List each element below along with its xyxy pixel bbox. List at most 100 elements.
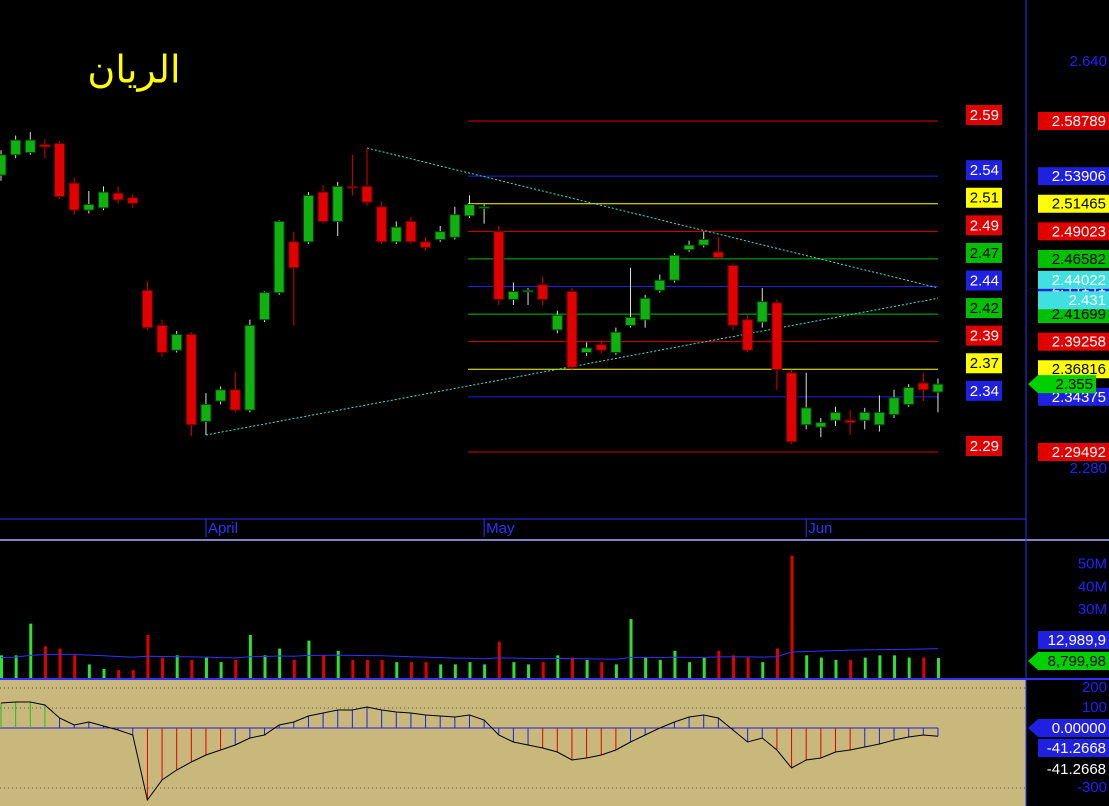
level-value: 2.58789	[1052, 113, 1106, 130]
candle-body	[581, 347, 593, 353]
candle-body	[259, 292, 271, 321]
zero-arrow	[1028, 719, 1038, 737]
y-tick-label: 100	[1082, 699, 1107, 716]
candle-body	[332, 185, 344, 222]
candle-body	[361, 185, 373, 203]
candle-body	[0, 154, 7, 176]
volume-bar	[922, 657, 926, 678]
candle-body	[244, 324, 256, 411]
candle-body	[844, 419, 856, 424]
level-value-box	[1038, 332, 1109, 351]
level-label: 2.42	[970, 300, 999, 317]
candle-body	[141, 289, 153, 329]
oscillator-value: -41.2668	[1047, 761, 1106, 778]
candle-body	[756, 301, 768, 323]
candle-body	[215, 389, 227, 402]
candle-body	[478, 206, 490, 209]
chart-title: الريان	[87, 48, 180, 93]
candle-body	[537, 284, 549, 300]
volume-marker: 12,989,9	[1048, 632, 1106, 649]
volume-bar	[131, 670, 135, 678]
level-label: 2.29	[970, 438, 999, 455]
marker-arrow	[1028, 652, 1038, 670]
level-label: 2.37	[970, 355, 999, 372]
volume-bar	[322, 655, 326, 678]
volume-bar	[219, 662, 223, 678]
level-label: 2.51	[970, 190, 999, 207]
candle-body	[288, 241, 300, 269]
y-tick-label: 2.640	[1069, 53, 1107, 70]
volume-bar	[570, 657, 574, 678]
level-value: 2.46582	[1052, 251, 1106, 268]
candle-body	[829, 411, 841, 421]
volume-bar	[278, 648, 282, 678]
oscillator-value-box	[1038, 760, 1109, 778]
oscillator-line	[0, 701, 939, 802]
trendline-value-box	[1038, 270, 1109, 289]
volume-bar	[161, 657, 165, 678]
candle-body	[200, 403, 212, 422]
candle-body	[917, 382, 929, 391]
oscillator-value: -41.2668	[1047, 740, 1106, 757]
candle-body	[156, 324, 168, 353]
trendline-value: 2.431	[1068, 292, 1106, 309]
volume-bar	[732, 655, 735, 678]
level-value: 2.53906	[1052, 168, 1106, 185]
candle-body	[390, 226, 402, 243]
candle-body	[873, 411, 885, 426]
level-value-box	[1038, 360, 1109, 379]
volume-bar	[512, 662, 516, 678]
volume-bar	[936, 658, 940, 678]
oscillator-background	[0, 680, 1026, 806]
candle-body	[434, 231, 446, 241]
candle-body	[698, 239, 710, 246]
volume-bar	[453, 664, 457, 678]
volume-bar	[424, 662, 428, 678]
level-label-box	[966, 105, 1002, 126]
candle-body	[625, 316, 637, 326]
y-tick-label: 40M	[1078, 578, 1107, 595]
volume-bar	[102, 668, 106, 678]
volume-bar	[307, 640, 311, 678]
zero-marker: 0.00000	[1052, 720, 1106, 737]
level-label-box	[966, 435, 1002, 456]
volume-bar	[43, 646, 47, 678]
level-value-box	[1038, 442, 1109, 461]
candle-body	[405, 220, 417, 243]
candle-body	[24, 139, 36, 154]
volume-bar	[14, 655, 18, 678]
volume-bar	[849, 659, 853, 678]
volume-bar	[629, 619, 633, 678]
candle-body	[610, 331, 622, 353]
candle-body	[595, 344, 607, 351]
level-label: 2.59	[970, 107, 999, 124]
volume-bar	[0, 655, 3, 678]
y-tick-label: 30M	[1078, 601, 1107, 618]
level-value-box	[1038, 249, 1109, 268]
level-label: 2.49	[970, 217, 999, 234]
volume-bar	[819, 657, 823, 678]
candle-body	[346, 185, 358, 189]
level-label: 2.44	[970, 272, 999, 289]
volume-bar	[190, 659, 194, 678]
last-price: 2.355	[1055, 376, 1093, 393]
volume-bar	[614, 664, 618, 678]
candle-body	[273, 220, 285, 294]
volume-bar	[366, 659, 369, 678]
candle-body	[639, 297, 651, 321]
candle-body	[727, 264, 739, 326]
candle-body	[463, 203, 475, 217]
level-label: 2.34	[970, 383, 999, 400]
level-value-box	[1038, 305, 1109, 324]
y-tick-label: 200	[1082, 679, 1107, 696]
candle-body	[302, 194, 314, 243]
zero-marker-box	[1038, 719, 1109, 737]
volume-bar	[600, 662, 604, 678]
volume-bar	[497, 641, 501, 678]
volume-bar	[263, 655, 267, 678]
candle-body	[903, 387, 915, 405]
volume-bar	[775, 648, 779, 678]
volume-bar	[336, 650, 340, 678]
volume-ma-line	[0, 648, 938, 660]
